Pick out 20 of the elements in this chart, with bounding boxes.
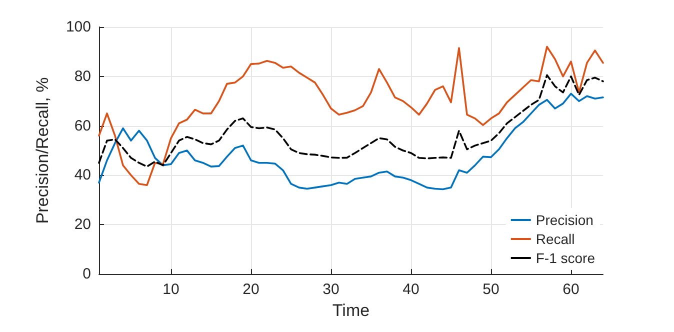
y-tick-label: 40 [74, 166, 91, 184]
y-axis-title: Precision/Recall, % [33, 77, 52, 224]
y-tick-label: 0 [82, 266, 91, 282]
x-tick-label: 60 [562, 281, 580, 298]
y-tick-label: 80 [74, 68, 91, 85]
x-tick-label: 50 [482, 281, 500, 298]
x-axis-title: Time [332, 300, 370, 320]
legend-label: Precision [536, 212, 594, 228]
x-tick-label: 20 [242, 281, 260, 298]
x-tick-label: 30 [322, 281, 340, 298]
x-tick-label: 40 [402, 281, 420, 298]
legend-label: Recall [536, 231, 575, 247]
line-series [98, 92, 604, 190]
x-tick-label: 10 [162, 281, 180, 298]
y-tick-label: 100 [66, 18, 91, 36]
y-tick-label: 60 [74, 117, 91, 134]
line-series [98, 46, 604, 186]
line-series [98, 74, 604, 168]
legend-label: F-1 score [536, 250, 596, 266]
y-tick-label: 20 [74, 216, 91, 234]
